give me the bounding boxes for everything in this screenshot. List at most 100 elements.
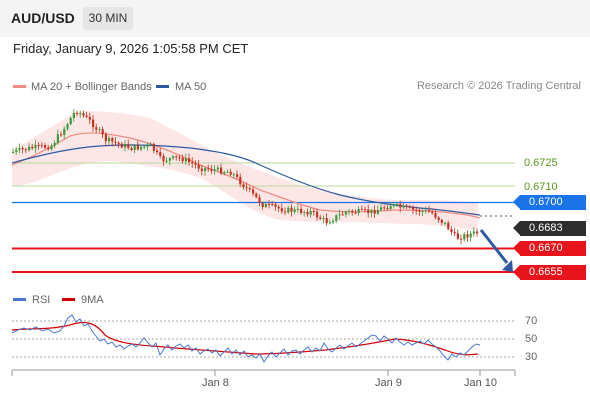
candle-body (383, 207, 386, 209)
candle-body (242, 184, 245, 188)
candle-body (37, 144, 40, 146)
candle-body (396, 203, 399, 205)
candle-body (360, 209, 363, 211)
candle-body (172, 156, 175, 159)
candle-body (204, 168, 207, 172)
candle-body (92, 119, 95, 128)
candle-body (380, 207, 383, 211)
candle-body (31, 146, 34, 149)
candle-body (469, 233, 472, 238)
candle-body (69, 118, 72, 125)
candle-body (348, 210, 351, 212)
candle-body (56, 134, 59, 143)
candle-body (296, 208, 299, 210)
x-label-jan10: Jan 10 (464, 377, 498, 389)
candle-body (466, 234, 469, 238)
candle-body (373, 209, 376, 214)
candle-body (194, 163, 197, 165)
candle-body (316, 211, 319, 218)
candle-body (188, 158, 191, 162)
level-label-0.6725: 0.6725 (524, 157, 558, 169)
candle-body (178, 157, 181, 159)
rsi-level-70: 70 (525, 315, 538, 327)
candle-body (34, 144, 37, 149)
x-label-jan8: Jan 8 (202, 377, 229, 389)
ma20-legend-label: MA 20 + Bollinger Bands (31, 81, 152, 93)
level-label-0.6710: 0.6710 (524, 181, 558, 193)
candle-body (386, 208, 389, 210)
candle-body (424, 210, 427, 212)
candle-body (50, 145, 53, 150)
candle-body (200, 168, 203, 172)
candle-body (453, 232, 456, 234)
candle-body (351, 210, 354, 213)
candle-body (258, 197, 261, 203)
candle-body (127, 144, 130, 149)
candle-body (367, 209, 370, 214)
candle-body (159, 152, 162, 156)
rsi-line (11, 314, 481, 363)
candle-body (280, 208, 283, 212)
top-bar: AUD/USD 30 MIN (0, 0, 590, 37)
candle-body (44, 145, 47, 148)
rsi-legend-label: RSI (32, 294, 51, 306)
candle-body (328, 222, 331, 224)
candle-body (88, 116, 91, 120)
candle-body (437, 217, 440, 220)
candle-body (236, 174, 239, 177)
candle-body (239, 176, 242, 185)
candle-body (24, 149, 27, 151)
candle-body (472, 231, 475, 234)
candle-body (463, 234, 466, 240)
candle-body (325, 218, 328, 224)
candle-body (456, 233, 459, 239)
candle-body (341, 214, 344, 216)
timeframe-button[interactable]: 30 MIN (83, 7, 133, 30)
ma50-line (11, 144, 481, 216)
candle-body (117, 142, 120, 144)
candle-body (335, 215, 338, 221)
candle-body (460, 238, 463, 240)
candle-body (405, 205, 408, 207)
candle-body (111, 138, 114, 142)
candle-body (399, 203, 402, 208)
candle-body (82, 113, 85, 116)
bollinger-band (12, 111, 478, 230)
candle-body (309, 210, 312, 215)
candle-body (12, 151, 15, 153)
candle-body (303, 211, 306, 213)
candle-body (389, 206, 392, 209)
candle-body (18, 148, 21, 150)
candle-body (300, 208, 303, 213)
research-credit: Research © 2026 Trading Central (416, 80, 581, 92)
candle-body (197, 164, 200, 169)
candle-body (85, 115, 88, 117)
candle-body (140, 146, 143, 150)
price-candles (12, 109, 479, 245)
candle-body (79, 113, 82, 115)
forecast-arrow (479, 229, 513, 272)
candle-body (40, 144, 43, 146)
candle-body (332, 220, 335, 223)
candle-body (354, 212, 357, 214)
candle-body (357, 209, 360, 213)
candle-body (290, 207, 293, 212)
candle-body (143, 146, 146, 148)
candle-body (444, 222, 447, 224)
candle-body (149, 143, 152, 145)
candle-body (264, 203, 267, 208)
candle-body (98, 129, 101, 131)
candle-body (60, 134, 63, 136)
candle-body (66, 124, 69, 129)
candle-body (47, 147, 50, 150)
candle-body (408, 206, 411, 208)
candle-body (434, 213, 437, 218)
candle-body (162, 155, 165, 162)
candle-body (370, 209, 373, 214)
candle-body (95, 127, 98, 130)
candle-body (319, 217, 322, 219)
candle-body (277, 206, 280, 209)
rsi-ma-swatch (62, 298, 75, 301)
candle-body (245, 187, 248, 189)
